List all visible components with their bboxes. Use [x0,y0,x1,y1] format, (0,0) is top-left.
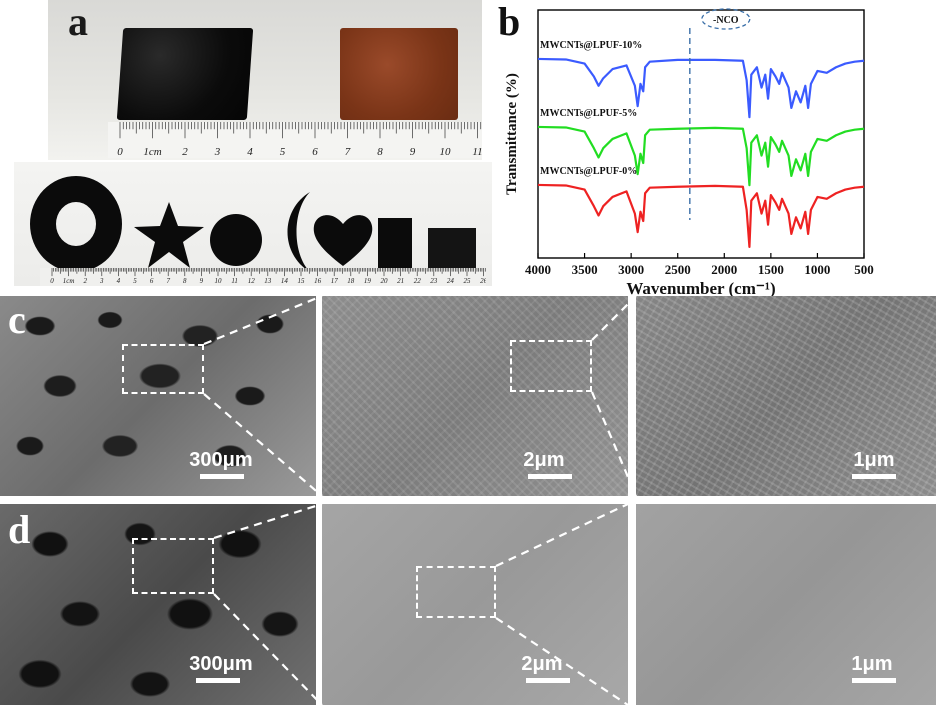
ruler-label: 9 [200,277,204,285]
panel-a-photo-bottom: 0 1cm 2 3 4 5 6 7 8 9 10 11 12 13 14 15 16 17 18 19 20 21 22 23… [14,162,492,286]
series-label: MWCNTs@LPUF-0% [540,166,637,177]
nco-annotation: -NCO [713,15,739,26]
series-line [537,125,865,187]
ruler-label: 10 [440,146,452,158]
ruler-label: 6 [150,277,154,285]
sem-c-left: 300μm [0,296,316,496]
zoom-box [510,340,592,392]
ruler-label: 3 [99,277,104,285]
scale-bar-label: 2μm [521,653,563,675]
ruler-label: 9 [410,146,416,158]
ruler-label: 18 [347,277,355,285]
panel-a-photo-top: 0 1cm 2 3 4 5 6 7 8 9 10 11 [48,0,482,160]
crescent-shape-foam [287,192,310,272]
ruler-label: 25 [464,277,472,285]
ruler-label: 12 [248,277,256,285]
scale-bar-label: 2μm [523,449,565,471]
x-tick-label: 500 [854,262,874,277]
panel-c-label: c [8,297,26,342]
ruler-label: 0 [117,146,123,158]
ruler-label: 20 [381,277,389,285]
x-tick-label: 1500 [758,262,784,277]
ruler-label: 22 [414,277,422,285]
panel-a-label: a [68,0,88,44]
zoom-box [416,566,496,618]
ruler-label: 0 [50,277,54,285]
x-tick-label: 3000 [618,262,644,277]
ruler-label: 5 [280,146,286,158]
ruler-label: 8 [183,277,187,285]
ruler-label: 15 [298,277,306,285]
series-label: MWCNTs@LPUF-10% [540,40,642,51]
panel-b-label: b [498,0,521,44]
ruler-label: 26 [480,277,486,285]
ruler-label: 8 [377,146,383,158]
square-shape-foam [378,218,412,268]
zoom-box [132,538,214,594]
ruler-label: 6 [312,146,318,158]
x-tick-label: 1000 [804,262,830,277]
sem-c-right: 1μm [636,296,936,496]
ruler-top: 0 1cm 2 3 4 5 6 7 8 9 10 11 [108,122,482,158]
series-line [537,57,865,119]
heart-shape-foam [313,215,373,266]
series-label: MWCNTs@LPUF-5% [540,108,637,119]
ruler-label: 3 [214,146,221,158]
ruler-label: 23 [430,277,438,285]
brown-foam-sample [340,28,458,120]
ruler-label: 11 [231,277,237,285]
ruler-label: 11 [472,146,482,158]
ruler-label: 7 [345,146,351,158]
x-axis-label: Wavenumber (cm⁻¹) [626,279,775,296]
ruler-label: 21 [397,277,404,285]
sem-c-middle: 2μm [322,296,628,496]
ruler-label: 17 [331,277,339,285]
ruler-label: 19 [364,277,372,285]
circle-shape-foam [210,214,262,266]
scale-bar-label: 300μm [189,653,253,675]
ruler-label: 5 [133,277,137,285]
scale-bar-label: 1μm [851,653,893,675]
ruler-label: 1cm [143,146,161,158]
ruler-label: 1cm [63,277,75,285]
ruler-label: 4 [247,146,253,158]
sem-d-middle: 2μm [322,504,628,705]
star-shape-foam [134,202,204,268]
rectangle-shape-foam [428,228,476,268]
y-axis-label: Transmittance (%) [504,73,520,195]
ruler-label: 7 [166,277,170,285]
series-line [537,183,865,248]
scale-bar [200,474,244,479]
scale-bar [528,474,572,479]
panel-d-label: d [8,507,31,552]
ruler-label: 13 [264,277,272,285]
black-foam-sample [116,28,254,120]
sem-d-right: 1μm [636,504,936,705]
scale-bar [852,678,896,683]
ruler-label: 14 [281,277,289,285]
ruler-label: 10 [215,277,223,285]
x-tick-label: 4000 [525,262,551,277]
ruler-bottom: 0 1cm 2 3 4 5 6 7 8 9 10 11 12 13 14 15 16 17 18 19 20 21 22 23… [40,268,486,286]
ruler-label: 2 [182,146,188,158]
x-tick-label: 3500 [572,262,598,277]
x-tick-label: 2000 [711,262,737,277]
ring-shape-foam [30,176,122,272]
ruler-label: 24 [447,277,455,285]
scale-bar [196,678,240,683]
scale-bar [526,678,570,683]
ruler-label: 4 [117,277,121,285]
sem-d-left: 300μm [0,504,316,705]
scale-bar [852,474,896,479]
scale-bar-label: 1μm [853,449,895,471]
scale-bar-label: 300μm [189,449,253,471]
ftir-chart: MWCNTs@LPUF-10% MWCNTs@LPUF-5% MWCNTs@LPUF… [504,8,874,296]
ruler-label: 2 [83,277,87,285]
x-tick-label: 2500 [665,262,691,277]
ruler-label: 16 [314,277,322,285]
zoom-box [122,344,204,394]
